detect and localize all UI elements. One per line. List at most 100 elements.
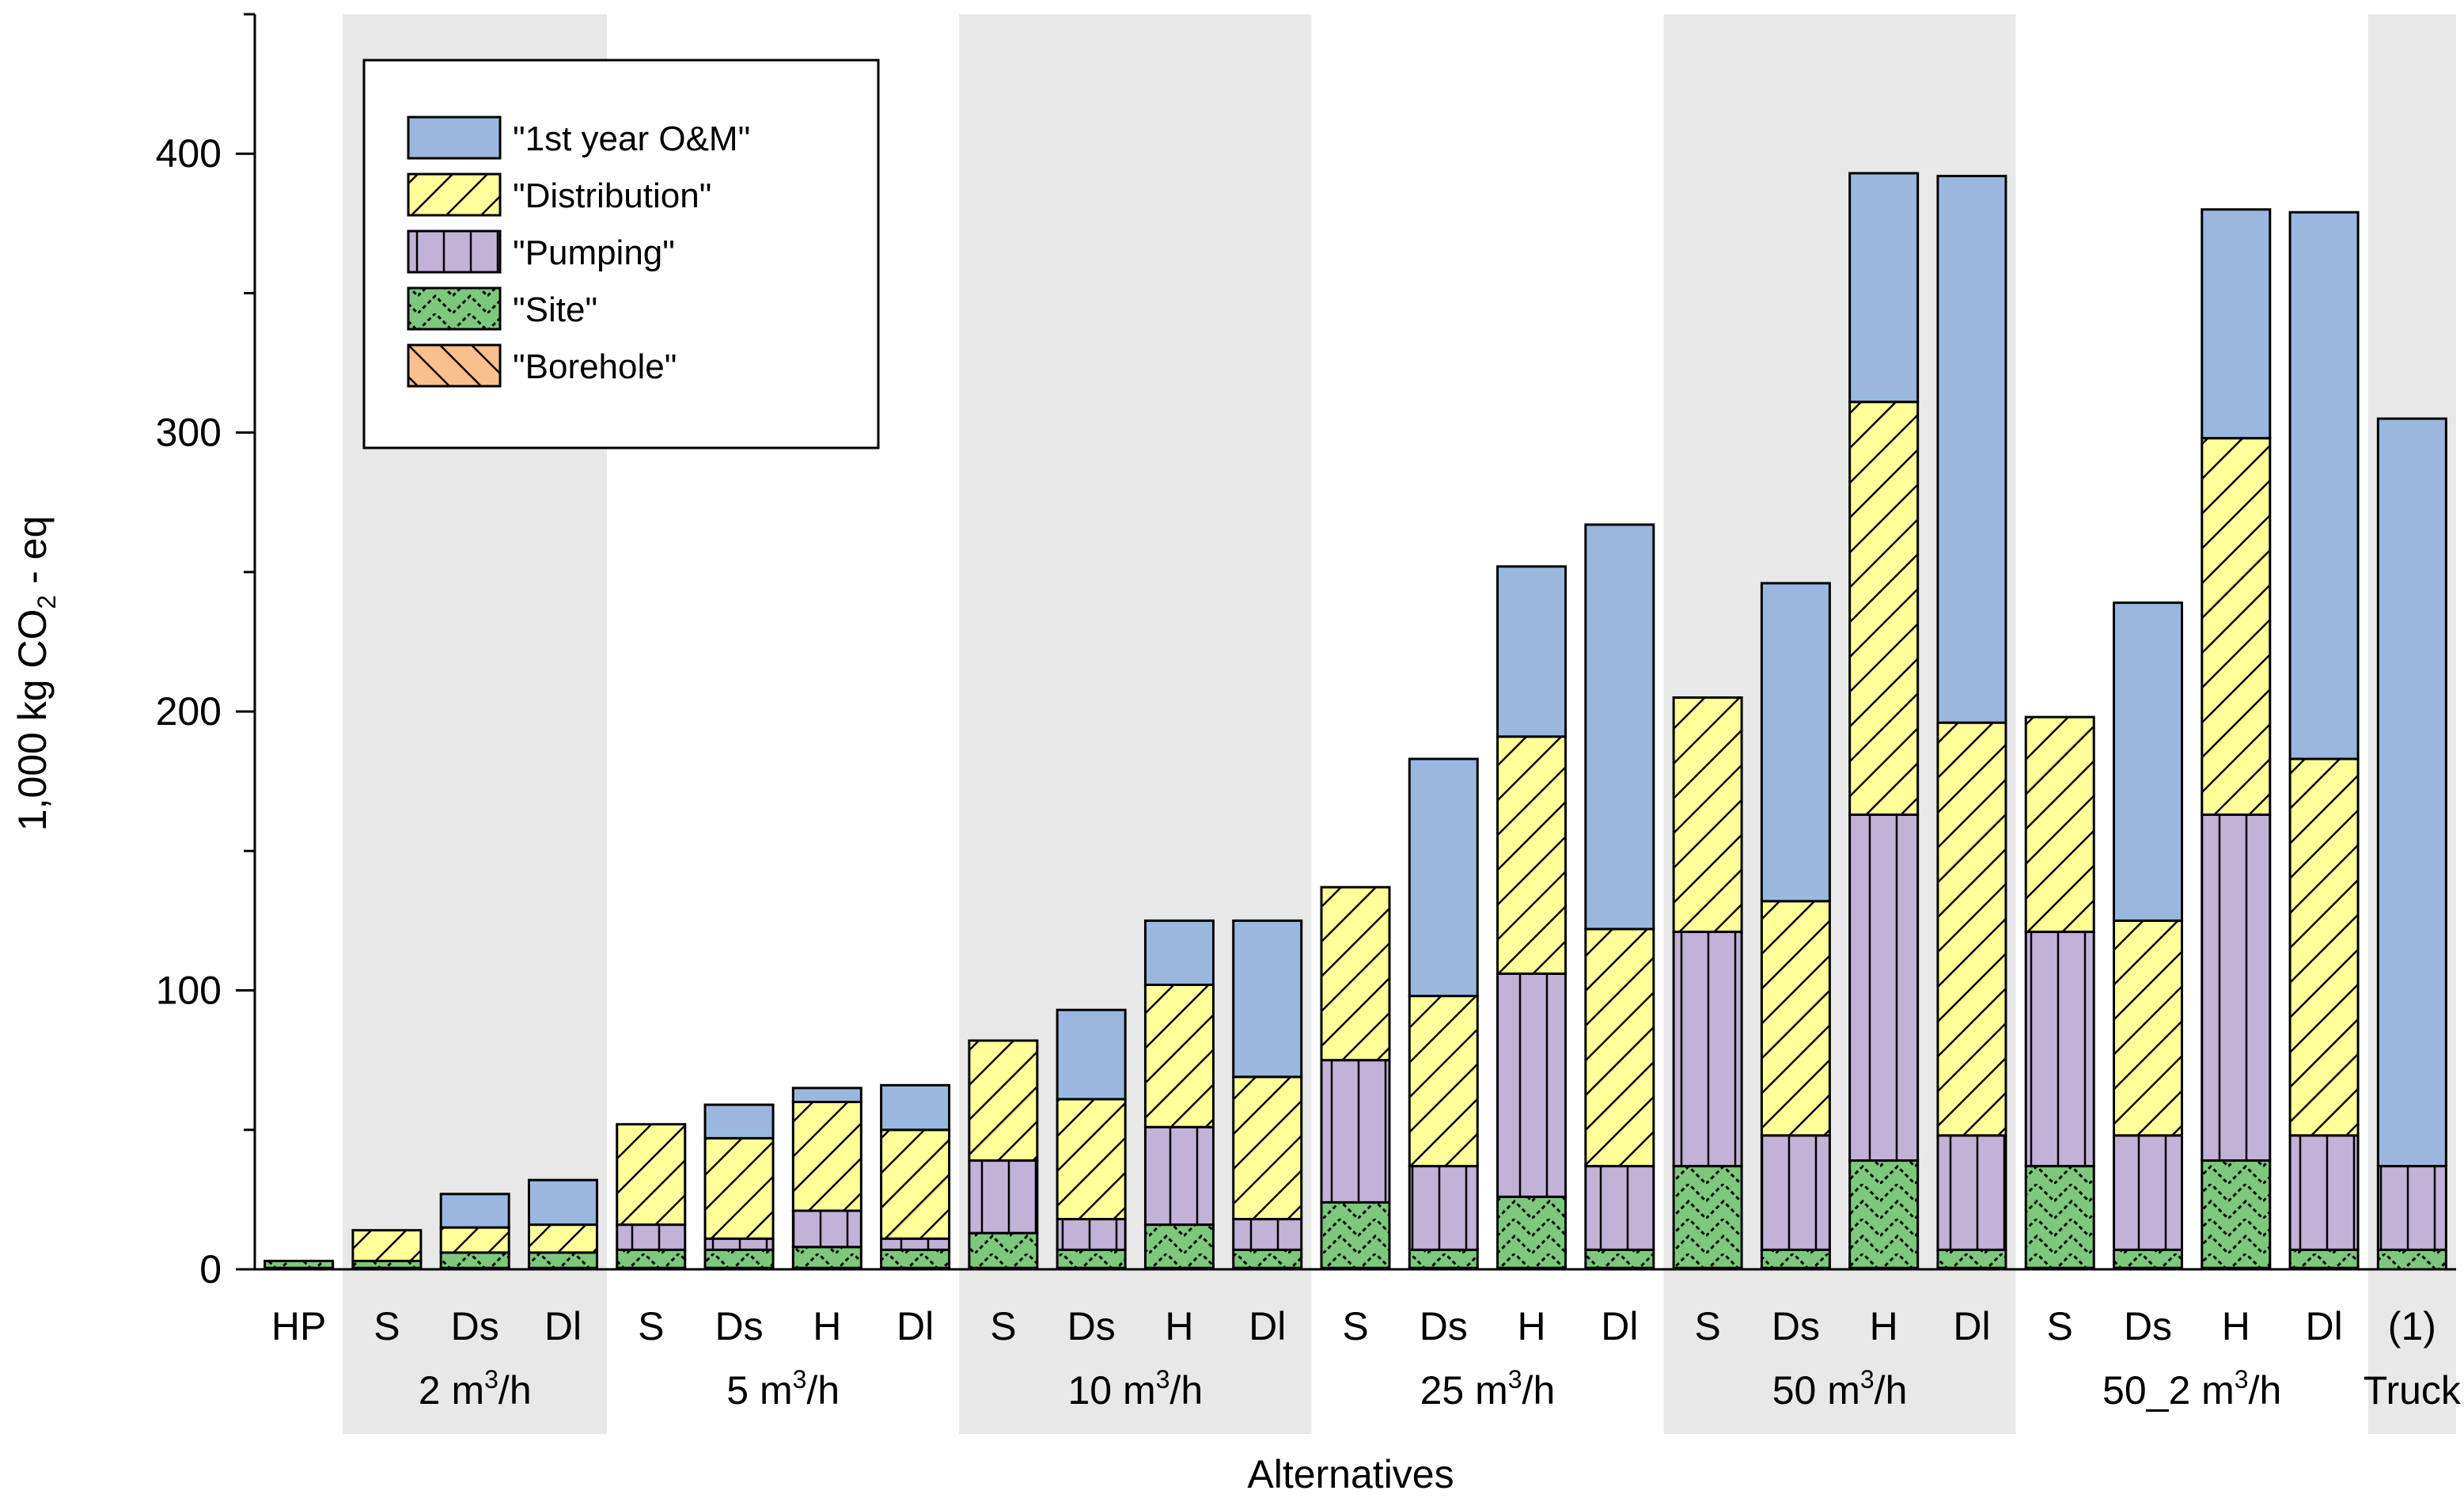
y-axis-title: 1,000 kg CO2 - eq (10, 516, 61, 832)
bar-segment-site (1320, 1200, 1391, 1269)
legend-label-distribution: "Distribution" (513, 176, 711, 215)
category-label: H (2222, 1304, 2250, 1348)
bar-segment-pumping (1056, 1218, 1127, 1251)
bar-segment-distribution (1232, 1075, 1303, 1221)
group-label-4: 25 m3/h (1420, 1365, 1556, 1413)
bar-segment-site (968, 1231, 1039, 1269)
category-label: Dl (897, 1304, 934, 1348)
bar-segment-site (2113, 1248, 2184, 1269)
bar-segment-site (527, 1251, 598, 1269)
bar-segment-om (1496, 565, 1567, 738)
legend-label-om: "1st year O&M" (513, 119, 750, 158)
bar-segment-om (439, 1193, 510, 1229)
bar-segment-om (791, 1087, 862, 1104)
legend-label-pumping: "Pumping" (513, 233, 675, 272)
bar-segment-om (1143, 919, 1215, 987)
legend-swatch-om (407, 116, 502, 160)
category-label: H (1165, 1304, 1193, 1348)
category-label: S (990, 1304, 1016, 1348)
bar-segment-distribution (351, 1229, 423, 1262)
bar-segment-om (1232, 919, 1303, 1079)
bar-segment-pumping (2201, 813, 2272, 1162)
category-label: Ds (1067, 1304, 1116, 1348)
bar-segment-site (2201, 1159, 2272, 1269)
bar-segment-site (880, 1248, 951, 1269)
y-tick-label: 100 (156, 969, 222, 1013)
bar-segment-site (263, 1259, 335, 1269)
bar-segment-om (2113, 601, 2184, 922)
category-label: H (813, 1304, 841, 1348)
group-label-7: Truck (2364, 1368, 2462, 1413)
legend-label-site: "Site" (513, 290, 597, 329)
bar-segment-distribution (703, 1136, 775, 1240)
axis-labels: 0 100 200 300 400 HP S Ds Dl S Ds H Dl S Ds H Dl S Ds H Dl S D… (10, 131, 2462, 1496)
bar-segment-distribution (1496, 735, 1567, 975)
bar-segment-pumping (1496, 972, 1567, 1198)
bar-segment-om (1760, 582, 1831, 903)
bar-segment-site (439, 1251, 510, 1269)
legend-swatch-distribution (407, 173, 502, 217)
bar-segment-site (1143, 1223, 1215, 1269)
category-label: S (638, 1304, 664, 1348)
bar-segment-pumping (1232, 1218, 1303, 1251)
bar-segment-distribution (2288, 757, 2360, 1137)
bar-segment-pumping (1848, 813, 1920, 1162)
category-label: Dl (1249, 1304, 1286, 1348)
bar-segment-site (1408, 1248, 1479, 1269)
category-label: S (373, 1304, 400, 1348)
bar-segment-distribution (968, 1039, 1039, 1162)
bar-segment-site (1760, 1248, 1831, 1269)
bar-segment-site (703, 1248, 775, 1269)
bar-segment-distribution (1672, 696, 1743, 934)
group-label-3: 10 m3/h (1067, 1365, 1203, 1413)
category-label: S (2047, 1304, 2073, 1348)
bar-segment-distribution (616, 1123, 687, 1227)
bar-segment-site (1584, 1248, 1655, 1269)
category-label: Dl (2305, 1304, 2342, 1348)
bar-segment-om (1584, 523, 1655, 931)
bar-segment-distribution (1056, 1098, 1127, 1221)
category-label: Ds (715, 1304, 763, 1348)
category-label: S (1342, 1304, 1368, 1348)
bar-segment-distribution (1143, 984, 1215, 1128)
bar-segment-site (1936, 1248, 2007, 1269)
bar-segment-om (880, 1083, 951, 1132)
legend-swatch-pumping (407, 229, 502, 274)
bar-segment-pumping (2113, 1134, 2184, 1251)
bar-segment-site (1496, 1195, 1567, 1269)
legend-swatch-borehole (407, 343, 502, 388)
bar-segment-pumping (968, 1159, 1039, 1234)
category-label: S (1694, 1304, 1720, 1348)
bar-segment-pumping (1936, 1134, 2007, 1251)
category-label: H (1518, 1304, 1546, 1348)
bar-segment-om (2201, 208, 2272, 440)
category-label: Dl (1953, 1304, 1990, 1348)
legend-label-borehole: "Borehole" (513, 347, 677, 386)
bar-segment-distribution (1320, 886, 1391, 1062)
group-label-2: 5 m3/h (726, 1365, 840, 1413)
bar-segment-distribution (2024, 715, 2095, 934)
bar-segment-distribution (527, 1223, 598, 1254)
bar-segment-pumping (2376, 1165, 2447, 1251)
category-label: H (1870, 1304, 1898, 1348)
bar-segment-pumping (616, 1223, 687, 1251)
bar-segment-site (1232, 1248, 1303, 1269)
bar-segment-pumping (880, 1237, 951, 1251)
group-label-6: 50_2 m3/h (2102, 1365, 2281, 1413)
category-label: Ds (451, 1304, 499, 1348)
category-label: Ds (1420, 1304, 1468, 1348)
bar-segment-pumping (791, 1209, 862, 1249)
bar-segment-om (703, 1103, 775, 1140)
bar-segment-om (2376, 417, 2447, 1168)
group-label-5: 50 m3/h (1772, 1365, 1908, 1413)
bar-segment-distribution (1848, 400, 1920, 817)
bar-segment-distribution (880, 1128, 951, 1240)
bar-segment-pumping (2288, 1134, 2360, 1251)
bar-segment-distribution (791, 1101, 862, 1212)
category-label: HP (271, 1304, 326, 1348)
bar-segment-site (2376, 1248, 2447, 1271)
bar-segment-om (1056, 1008, 1127, 1101)
bar-segment-om (527, 1178, 598, 1227)
